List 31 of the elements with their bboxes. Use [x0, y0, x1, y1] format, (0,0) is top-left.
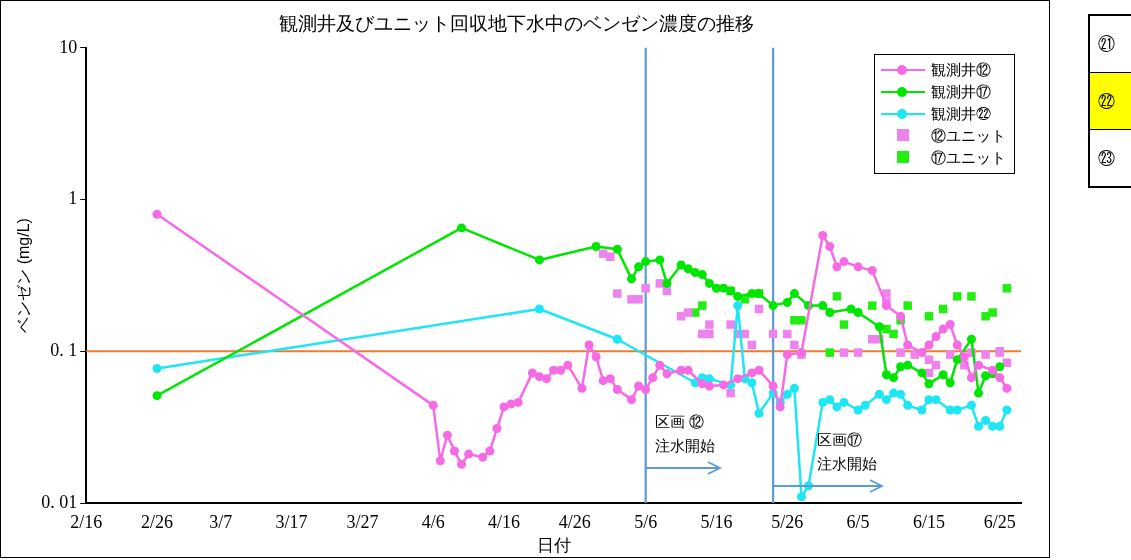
- chart-title: 観測井及びユニット回収地下水中のベンゼン濃度の推移: [278, 12, 754, 34]
- annotation: 区画 ⑫ 注水開始: [654, 413, 715, 456]
- y-tick-label: 10: [59, 36, 78, 57]
- x-tick-label: 3/7: [209, 511, 233, 532]
- text: ㉑: [1090, 16, 1131, 73]
- x-tick-label: 5/26: [771, 511, 804, 532]
- y-tick-label: 0. 1: [50, 340, 78, 360]
- x-tick-label: 6/5: [846, 511, 870, 532]
- annotation: 区画⑰ 注水開始: [817, 431, 878, 474]
- y-axis-title: ベンゼン (mg/L): [15, 218, 33, 333]
- text: ㉓: [1097, 147, 1116, 170]
- y-tick-label: 1: [68, 188, 78, 209]
- x-tick-label: 6/15: [912, 511, 945, 532]
- x-tick-label: 4/26: [558, 511, 591, 532]
- x-tick-label: 3/27: [346, 511, 379, 532]
- legend-label: 観測井⑰: [931, 81, 991, 103]
- x-tick-label: 3/17: [275, 511, 308, 532]
- x-tick-label: 5/16: [700, 511, 733, 532]
- x-tick-label: 4/16: [488, 511, 521, 532]
- x-tick-label: 2/26: [141, 511, 174, 532]
- legend-label: ⑰ユニット: [931, 147, 1006, 169]
- legend-label: ⑫ユニット: [931, 125, 1006, 147]
- y-tick-label: 0. 01: [41, 491, 78, 512]
- x-tick-label: 4/6: [421, 511, 445, 532]
- text: ㉒: [1090, 73, 1131, 130]
- x-axis-title: 日付: [536, 536, 571, 556]
- legend-label: 観測井㉒: [931, 103, 991, 125]
- x-tick-label: 2/16: [70, 511, 103, 532]
- x-tick-label: 6/25: [983, 511, 1016, 532]
- x-tick-label: 5/6: [634, 511, 658, 532]
- legend-label: 観測井⑫: [931, 59, 991, 81]
